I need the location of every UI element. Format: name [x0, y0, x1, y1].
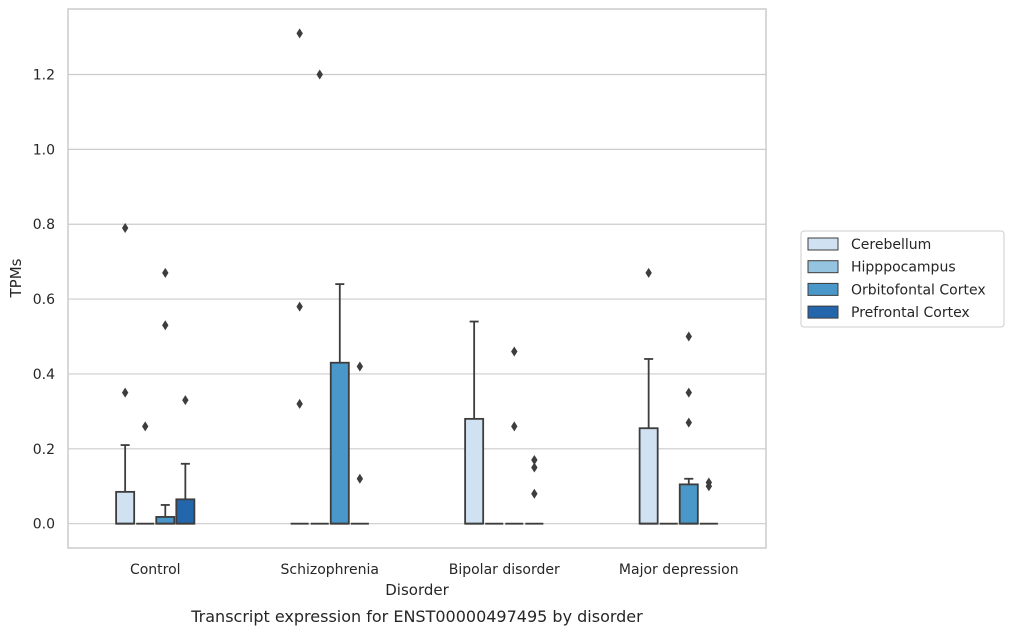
legend-label: Orbitofontal Cortex [851, 282, 986, 298]
plot-area-frame [67, 8, 767, 549]
outlier-point [121, 387, 129, 398]
outlier-point [162, 320, 169, 331]
chart-caption: Transcript expression for ENST0000049749… [190, 607, 643, 626]
outlier-point [142, 421, 149, 432]
legend-label: Hipppocampus [851, 260, 956, 276]
y-tick-label: 0.2 [33, 442, 55, 458]
outlier-point [182, 395, 189, 406]
box [329, 361, 350, 525]
box-element [155, 504, 176, 525]
outlier-point [531, 462, 538, 473]
legend-label: Prefrontal Cortex [851, 305, 970, 321]
outlier-point [685, 331, 692, 342]
box [638, 427, 659, 525]
y-tick-label: 0.0 [33, 517, 55, 533]
y-tick-label: 0.6 [33, 292, 55, 308]
box-element [464, 320, 485, 525]
legend-frame [800, 230, 1005, 328]
box-element [175, 462, 196, 525]
outlier-point [296, 398, 303, 409]
gridlines [68, 73, 766, 525]
legend-swatch [807, 237, 839, 251]
outlier-point [511, 346, 518, 357]
legend-item: Prefrontal Cortex [807, 305, 970, 321]
outlier-point [296, 301, 303, 312]
outlier-point [531, 455, 538, 466]
outlier-point [162, 267, 169, 278]
x-axis-label: Disorder [385, 581, 449, 599]
box-element [678, 477, 699, 525]
outlier-point [356, 361, 364, 372]
legend-label: Cerebellum [851, 237, 931, 253]
outlier-point [645, 267, 652, 278]
box [678, 483, 699, 525]
box [464, 417, 485, 525]
x-axis-ticks: Control Schizophrenia Bipolar disorder Majo… [130, 562, 739, 578]
x-tick-label: Control [130, 562, 181, 578]
outlier-point [316, 69, 323, 80]
box [115, 490, 136, 525]
outlier-point [685, 387, 692, 398]
outliers [121, 28, 713, 499]
legend-swatch [807, 260, 839, 274]
outlier-point [511, 421, 518, 432]
x-tick-label: Major depression [619, 562, 739, 578]
outlier-point [356, 473, 364, 484]
legend-swatch [807, 305, 839, 319]
outlier-point [121, 222, 129, 233]
legend-swatch [807, 282, 839, 296]
y-axis-label: TPMs [7, 258, 25, 298]
box-element [115, 444, 136, 525]
legend-item: Orbitofontal Cortex [807, 282, 986, 298]
outlier-point [685, 417, 692, 428]
outlier-point [531, 488, 538, 499]
legend-item: Hipppocampus [807, 260, 956, 276]
legend: Cerebellum Hipppocampus Orbitofontal Corte… [800, 230, 1005, 328]
y-axis-ticks: 0.0 0.2 0.4 0.6 0.8 1.0 1.2 [33, 68, 55, 533]
legend-item: Cerebellum [807, 237, 931, 253]
boxes [115, 283, 718, 525]
outlier-point [705, 481, 713, 492]
box [155, 516, 176, 525]
x-tick-label: Schizophrenia [281, 562, 379, 578]
x-tick-label: Bipolar disorder [449, 562, 560, 578]
outlier-point [296, 28, 303, 39]
y-tick-label: 0.4 [33, 367, 55, 383]
box [175, 498, 196, 525]
y-tick-label: 1.0 [33, 142, 55, 158]
y-tick-label: 0.8 [33, 217, 55, 233]
y-tick-label: 1.2 [33, 68, 55, 84]
box-element [329, 283, 350, 525]
box-element [638, 358, 659, 525]
